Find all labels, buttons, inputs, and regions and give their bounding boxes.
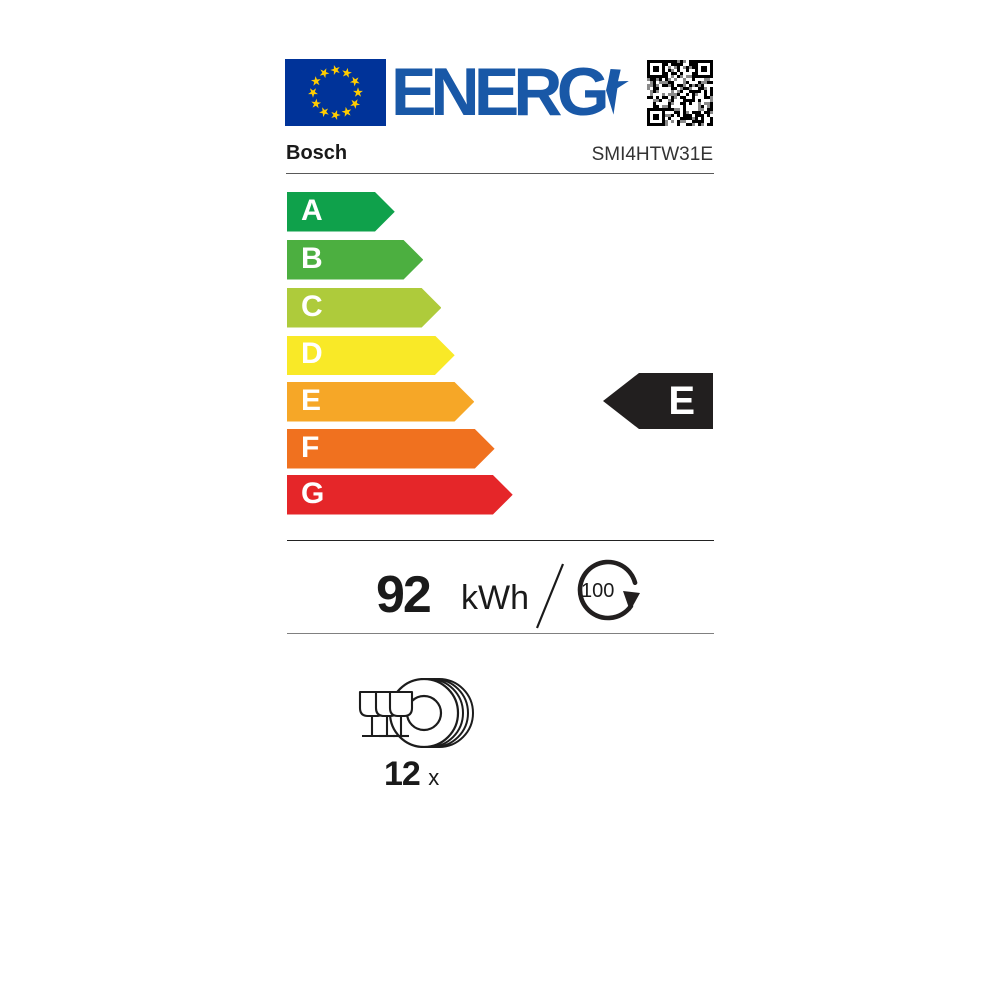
svg-text:100: 100 — [581, 580, 614, 602]
